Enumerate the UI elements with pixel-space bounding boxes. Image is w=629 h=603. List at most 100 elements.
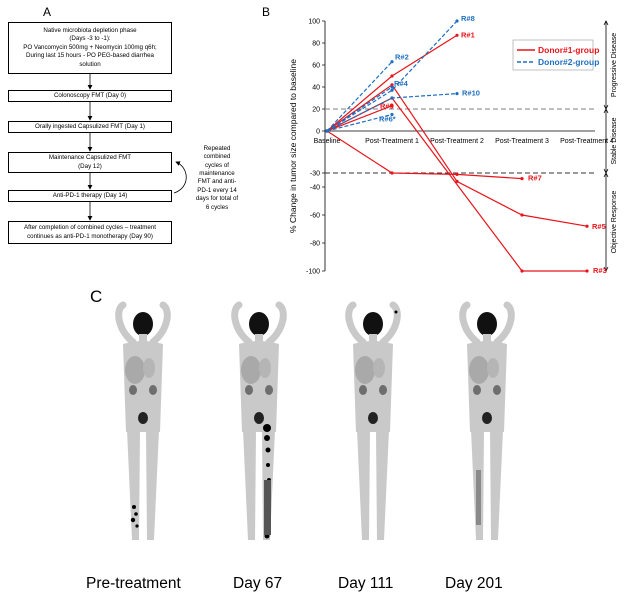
neck <box>369 334 377 342</box>
kidney-right <box>149 385 157 395</box>
series-label: R#5 <box>592 222 606 231</box>
series-label: R#3 <box>593 266 607 275</box>
y-tick-label: -40 <box>310 185 320 192</box>
y-tick-label: 60 <box>312 63 320 70</box>
y-tick-label: 0 <box>316 129 320 136</box>
arm-left <box>231 301 253 346</box>
repeat-note-line: cycles of <box>204 161 230 169</box>
y-tick-label: 40 <box>312 85 320 92</box>
data-point <box>390 60 394 64</box>
heart <box>487 358 499 378</box>
liver <box>469 356 489 384</box>
data-point <box>390 112 394 117</box>
flow-step-line: Native microbiota depletion phase <box>43 27 137 35</box>
data-point <box>455 19 459 23</box>
flow-step-line: solution <box>79 60 101 68</box>
kidney-right <box>379 385 387 395</box>
repeat-note-line: Repeated <box>203 145 231 152</box>
data-point <box>325 129 329 133</box>
flow-step-monotherapy: After completion of combined cycles – tr… <box>8 221 172 244</box>
leg-left <box>243 430 256 540</box>
data-point <box>520 213 524 217</box>
zone-arrowhead <box>603 172 609 178</box>
data-point <box>390 88 394 92</box>
series-label: R#7 <box>528 174 542 183</box>
y-tick-label: 80 <box>312 41 320 48</box>
flow-step-line: (Days -3 to -1): <box>69 35 111 43</box>
flow-step-line: After completion of combined cycles – tr… <box>23 224 157 232</box>
repeat-note-line: maintenance <box>199 170 235 178</box>
y-tick-label: -100 <box>306 269 320 276</box>
series-label: R#6* <box>379 115 396 124</box>
flow-step-maintenance: Maintenance Capsulized FMT (Day 12) <box>8 152 172 173</box>
legend-entry: Donor#1-group <box>538 45 599 55</box>
series-label: R#9 <box>380 102 394 111</box>
neck <box>255 334 263 342</box>
x-tick-label: Post-Treatment 2 <box>430 138 484 145</box>
series-line <box>326 97 587 272</box>
flow-step-line: Anti-PD-1 therapy (Day 14) <box>52 191 128 199</box>
pet-label-day-201: Day 201 <box>445 575 503 592</box>
head <box>249 312 269 336</box>
series-line <box>326 61 393 132</box>
kidney-left <box>129 385 137 395</box>
lesion <box>263 424 271 432</box>
repeat-cycles-note: Repeated combined cycles of maintenance … <box>184 145 250 212</box>
series-line <box>326 105 393 132</box>
heart <box>259 358 271 378</box>
bladder <box>482 412 492 424</box>
bladder <box>368 412 378 424</box>
x-tick-label: Post-Treatment 3 <box>495 138 549 145</box>
leg-left <box>357 430 370 540</box>
series-label: R#8 <box>461 14 475 23</box>
leg-right <box>376 430 389 540</box>
legend-entry: Donor#2-group <box>538 57 599 67</box>
arm-left <box>345 301 367 346</box>
pet-image-day-67 <box>231 301 287 540</box>
lesion <box>132 505 136 509</box>
flow-step-line: During last 15 hours - PO PEG-based diar… <box>26 52 154 60</box>
data-point <box>390 96 394 100</box>
repeat-note-line: FMT and anti- <box>197 178 237 186</box>
data-point <box>585 269 589 273</box>
data-point <box>520 269 524 273</box>
series-line <box>326 20 458 132</box>
pet-image-pre-treatment <box>115 301 171 540</box>
kidney-right <box>265 385 273 395</box>
x-tick-label: Post-Treatment 4 <box>560 138 614 145</box>
flow-step-line: Orally ingested Capsulized FMT (Day 1) <box>35 122 145 130</box>
y-tick-label: 100 <box>308 19 320 26</box>
leg-right <box>490 430 503 540</box>
pet-image-day-111 <box>345 301 401 540</box>
flow-step-line: Colonoscopy FMT (Day 0) <box>53 91 127 99</box>
y-tick-label: -60 <box>310 213 320 220</box>
x-tick-label: Baseline <box>314 138 341 145</box>
arm-right <box>379 301 401 346</box>
lesion <box>134 512 138 516</box>
data-point <box>520 177 524 181</box>
repeat-note-line: days for total of <box>195 195 239 203</box>
panel-b-letter: B <box>262 5 271 19</box>
flowchart-arrows <box>87 74 187 221</box>
data-point <box>455 92 459 96</box>
data-point <box>585 224 589 228</box>
lesion <box>265 447 271 453</box>
liver <box>125 356 145 384</box>
flow-step-line: (Day 12) <box>78 162 102 170</box>
kidney-left <box>359 385 367 395</box>
liver <box>355 356 375 384</box>
bladder <box>254 412 264 424</box>
data-point <box>390 85 394 89</box>
tumor-change-chart: 100 80 60 40 20 0 -30 -40 -60 -80 -100 % Change in … <box>288 14 618 276</box>
kidney-left <box>473 385 481 395</box>
response-zone-label: Progressive Disease <box>611 33 618 97</box>
arm-left <box>115 301 137 346</box>
y-tick-label: -80 <box>310 241 320 248</box>
zone-arrowhead <box>603 20 609 26</box>
heart <box>143 358 155 378</box>
y-tick-label: -30 <box>310 171 320 178</box>
legend-box <box>512 39 594 71</box>
flow-step-line: PO Vancomycin 500mg + Neomycin 100mg q6h… <box>23 43 157 51</box>
panel-c-letter: C <box>90 287 103 306</box>
head <box>477 312 497 336</box>
